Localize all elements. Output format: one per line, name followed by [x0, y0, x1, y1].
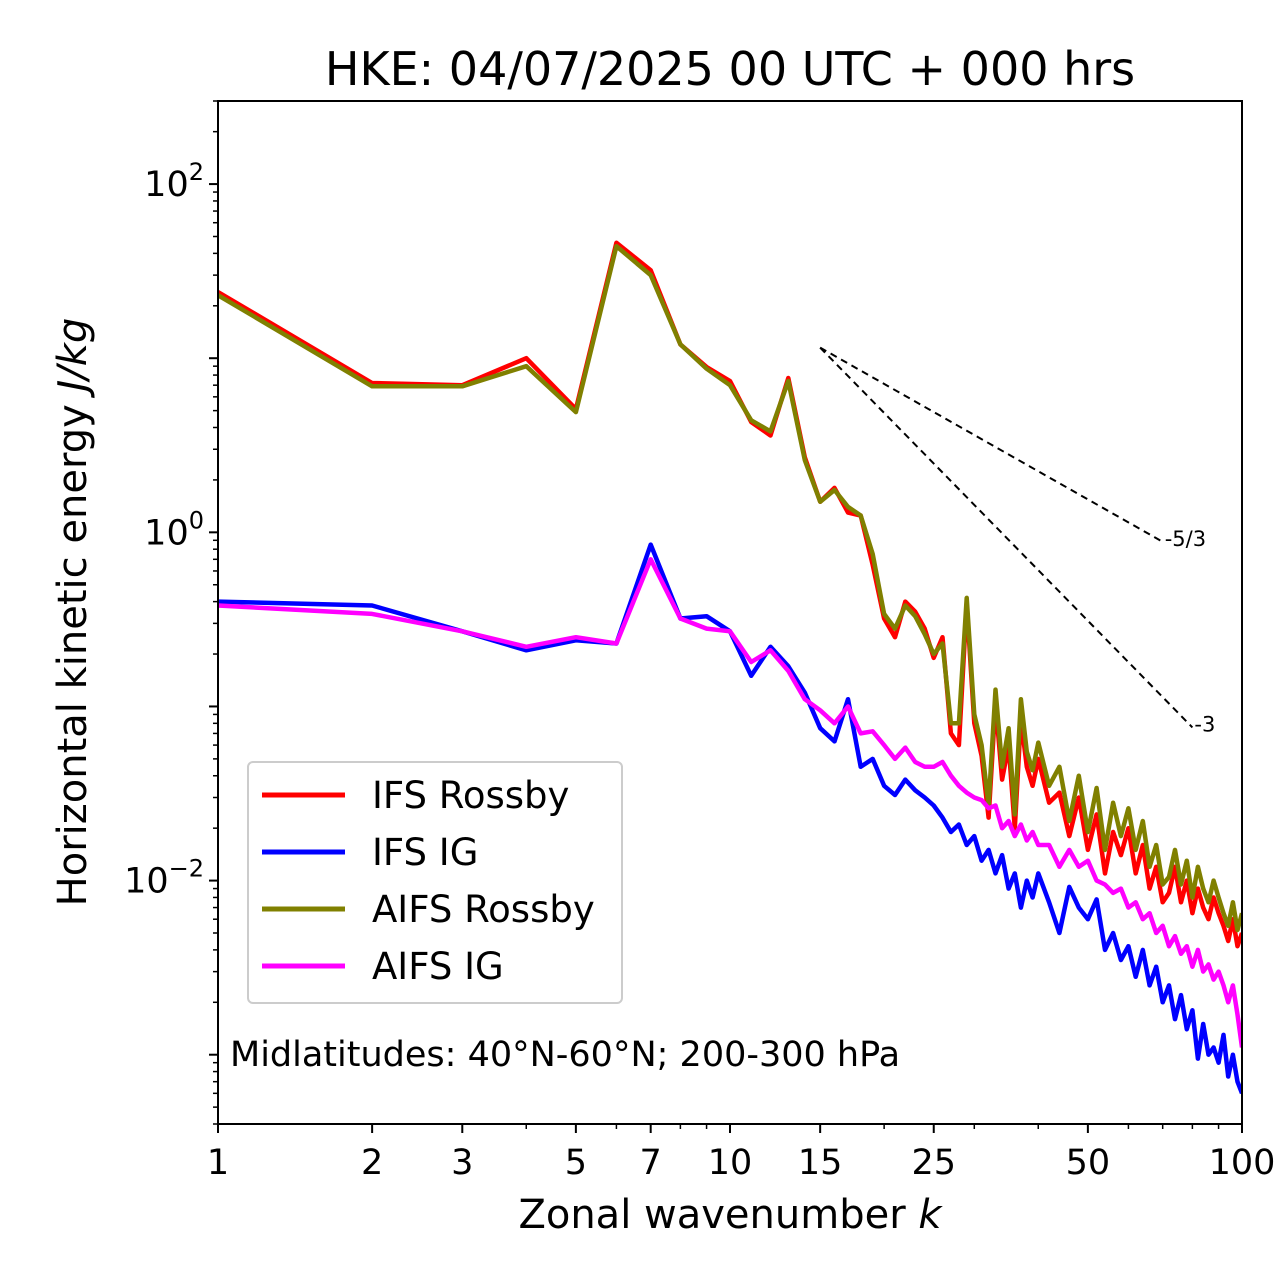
x-tick-label-3: 3	[451, 1143, 473, 1183]
y-axis-label-unit: J/kg	[50, 318, 96, 399]
x-tick-label-2: 2	[361, 1143, 383, 1183]
legend-label: IFS Rossby	[372, 774, 569, 817]
reference-slope-label: -5/3	[1165, 527, 1206, 551]
series-line-aifs-ig	[218, 557, 1242, 1048]
x-axis-label-text: Zonal wavenumber	[518, 1192, 918, 1238]
y-tick-label: 100	[144, 506, 204, 553]
y-axis-label: Horizontal kinetic energy J/kg	[50, 318, 96, 907]
legend: IFS Rossby IFS IG AIFS Rossby AIFS IG	[247, 761, 623, 1004]
x-tick-label-100: 100	[1209, 1143, 1276, 1183]
series-line-aifs-rossby	[218, 243, 1242, 933]
region-annotation: Midlatitudes: 40°N-60°N; 200-300 hPa	[230, 1035, 900, 1075]
reference-slope-line	[819, 346, 1164, 543]
legend-box	[247, 761, 623, 1004]
y-axis-label-text: Horizontal kinetic energy	[50, 392, 96, 907]
reference-slope-label: -3	[1194, 712, 1215, 736]
series-line-ifs-ig	[218, 542, 1242, 1095]
y-tick-exponent: −2	[169, 855, 204, 883]
y-tick-mantissa: 10	[144, 165, 189, 205]
reference-slope-line	[819, 346, 1194, 729]
y-tick-label: 102	[144, 158, 204, 205]
y-tick-exponent: 0	[189, 506, 204, 534]
x-tick-label-1: 1	[207, 1143, 229, 1183]
y-tick-exponent: 2	[189, 158, 204, 186]
x-tick-label-10: 10	[708, 1143, 753, 1183]
y-tick-mantissa: 10	[144, 513, 189, 553]
legend-label: IFS IG	[372, 831, 478, 874]
x-tick-label-15: 15	[798, 1143, 843, 1183]
x-tick-label-5: 5	[565, 1143, 587, 1183]
y-tick-mantissa: 10	[124, 862, 169, 902]
legend-label: AIFS IG	[372, 945, 504, 988]
x-tick-label-7: 7	[640, 1143, 662, 1183]
x-tick-label-25: 25	[911, 1143, 956, 1183]
x-axis-label: Zonal wavenumber k	[518, 1192, 943, 1238]
y-tick-label: 10−2	[124, 855, 204, 902]
x-tick-label-50: 50	[1066, 1143, 1111, 1183]
x-axis-label-variable: k	[918, 1192, 943, 1238]
legend-label: AIFS Rossby	[372, 888, 595, 931]
chart-title: HKE: 04/07/2025 00 UTC + 000 hrs	[325, 42, 1135, 96]
